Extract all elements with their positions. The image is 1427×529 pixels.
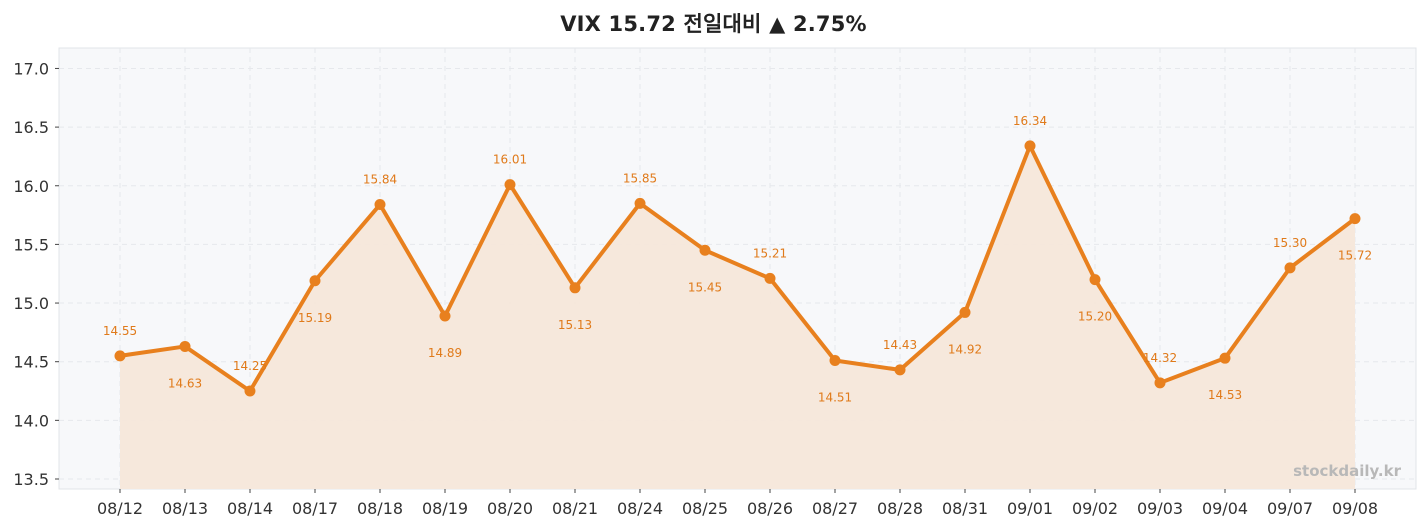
data-point — [179, 340, 191, 352]
data-label: 14.55 — [103, 324, 137, 338]
data-point — [1024, 140, 1036, 152]
series-area — [120, 145, 1355, 490]
data-point — [764, 272, 776, 284]
data-label: 14.51 — [818, 391, 852, 405]
data-point — [504, 179, 516, 191]
grid — [59, 48, 1416, 489]
x-tick-label: 08/14 — [227, 499, 273, 518]
data-label: 15.21 — [753, 246, 787, 260]
x-tick-label: 08/27 — [812, 499, 858, 518]
x-tick-label: 08/20 — [487, 499, 533, 518]
data-point — [309, 275, 321, 287]
data-label: 14.53 — [1208, 388, 1242, 402]
data-label: 15.84 — [363, 173, 397, 187]
data-label: 15.30 — [1273, 236, 1307, 250]
x-tick-label: 08/12 — [97, 499, 143, 518]
y-tick-label: 16.5 — [13, 118, 49, 137]
x-tick-label: 08/21 — [552, 499, 598, 518]
x-tick-label: 09/03 — [1137, 499, 1183, 518]
data-label: 15.85 — [623, 171, 657, 185]
data-point — [1154, 377, 1166, 389]
y-tick-label: 16.0 — [13, 177, 49, 196]
data-label: 16.34 — [1013, 114, 1047, 128]
area-fill — [120, 145, 1355, 490]
x-tick-label: 08/19 — [422, 499, 468, 518]
data-label: 15.19 — [298, 311, 332, 325]
data-label: 14.32 — [1143, 351, 1177, 365]
x-tick-label: 08/13 — [162, 499, 208, 518]
data-label: 16.01 — [493, 153, 527, 167]
data-label: 14.92 — [948, 342, 982, 356]
y-tick-label: 14.5 — [13, 353, 49, 372]
data-labels: 14.55 14.63 14.25 15.19 15.84 14.89 16.01 15.13… — [103, 114, 1372, 405]
y-tick-label: 17.0 — [13, 59, 49, 78]
data-point — [634, 197, 646, 209]
x-tick-label: 09/07 — [1267, 499, 1313, 518]
data-label: 15.45 — [688, 280, 722, 294]
data-point — [1284, 262, 1296, 274]
x-tick-label: 08/28 — [877, 499, 923, 518]
data-label: 15.20 — [1078, 310, 1112, 324]
series-polyline — [118, 143, 1357, 394]
data-point — [1349, 213, 1361, 225]
chart-title: VIX 15.72 전일대비 ▲ 2.75% — [560, 12, 867, 36]
series-line — [118, 143, 1357, 394]
x-axis-ticks: 08/12 08/13 08/14 08/17 08/18 08/19 08/20 08/21… — [97, 489, 1378, 518]
watermark: stockdaily.kr — [1293, 462, 1401, 480]
data-point — [699, 244, 711, 256]
data-point — [1089, 274, 1101, 286]
data-point — [439, 310, 451, 322]
x-tick-label: 08/25 — [682, 499, 728, 518]
data-label: 14.25 — [233, 359, 267, 373]
data-label: 15.13 — [558, 318, 592, 332]
data-point — [1219, 352, 1231, 364]
x-tick-label: 09/01 — [1007, 499, 1053, 518]
data-point — [244, 385, 256, 397]
x-tick-label: 08/24 — [617, 499, 663, 518]
x-tick-label: 09/02 — [1072, 499, 1118, 518]
data-point — [114, 350, 126, 362]
data-label: 14.63 — [168, 376, 202, 390]
y-tick-label: 15.0 — [13, 294, 49, 313]
data-point — [829, 355, 841, 367]
y-tick-label: 13.5 — [13, 470, 49, 489]
x-tick-label: 08/26 — [747, 499, 793, 518]
data-point — [959, 306, 971, 318]
data-point — [894, 364, 906, 376]
data-label: 14.43 — [883, 338, 917, 352]
x-tick-label: 08/18 — [357, 499, 403, 518]
data-point — [569, 282, 581, 294]
x-tick-label: 09/04 — [1202, 499, 1248, 518]
data-label: 15.72 — [1338, 249, 1372, 263]
y-axis-ticks: 13.5 14.0 14.5 15.0 15.5 16.0 16.5 17.0 — [13, 59, 59, 489]
x-tick-label: 09/08 — [1332, 499, 1378, 518]
y-tick-label: 14.0 — [13, 411, 49, 430]
data-points — [114, 140, 1361, 397]
data-point — [374, 199, 386, 211]
y-tick-label: 15.5 — [13, 235, 49, 254]
data-label: 14.89 — [428, 346, 462, 360]
x-tick-label: 08/17 — [292, 499, 338, 518]
x-tick-label: 08/31 — [942, 499, 988, 518]
